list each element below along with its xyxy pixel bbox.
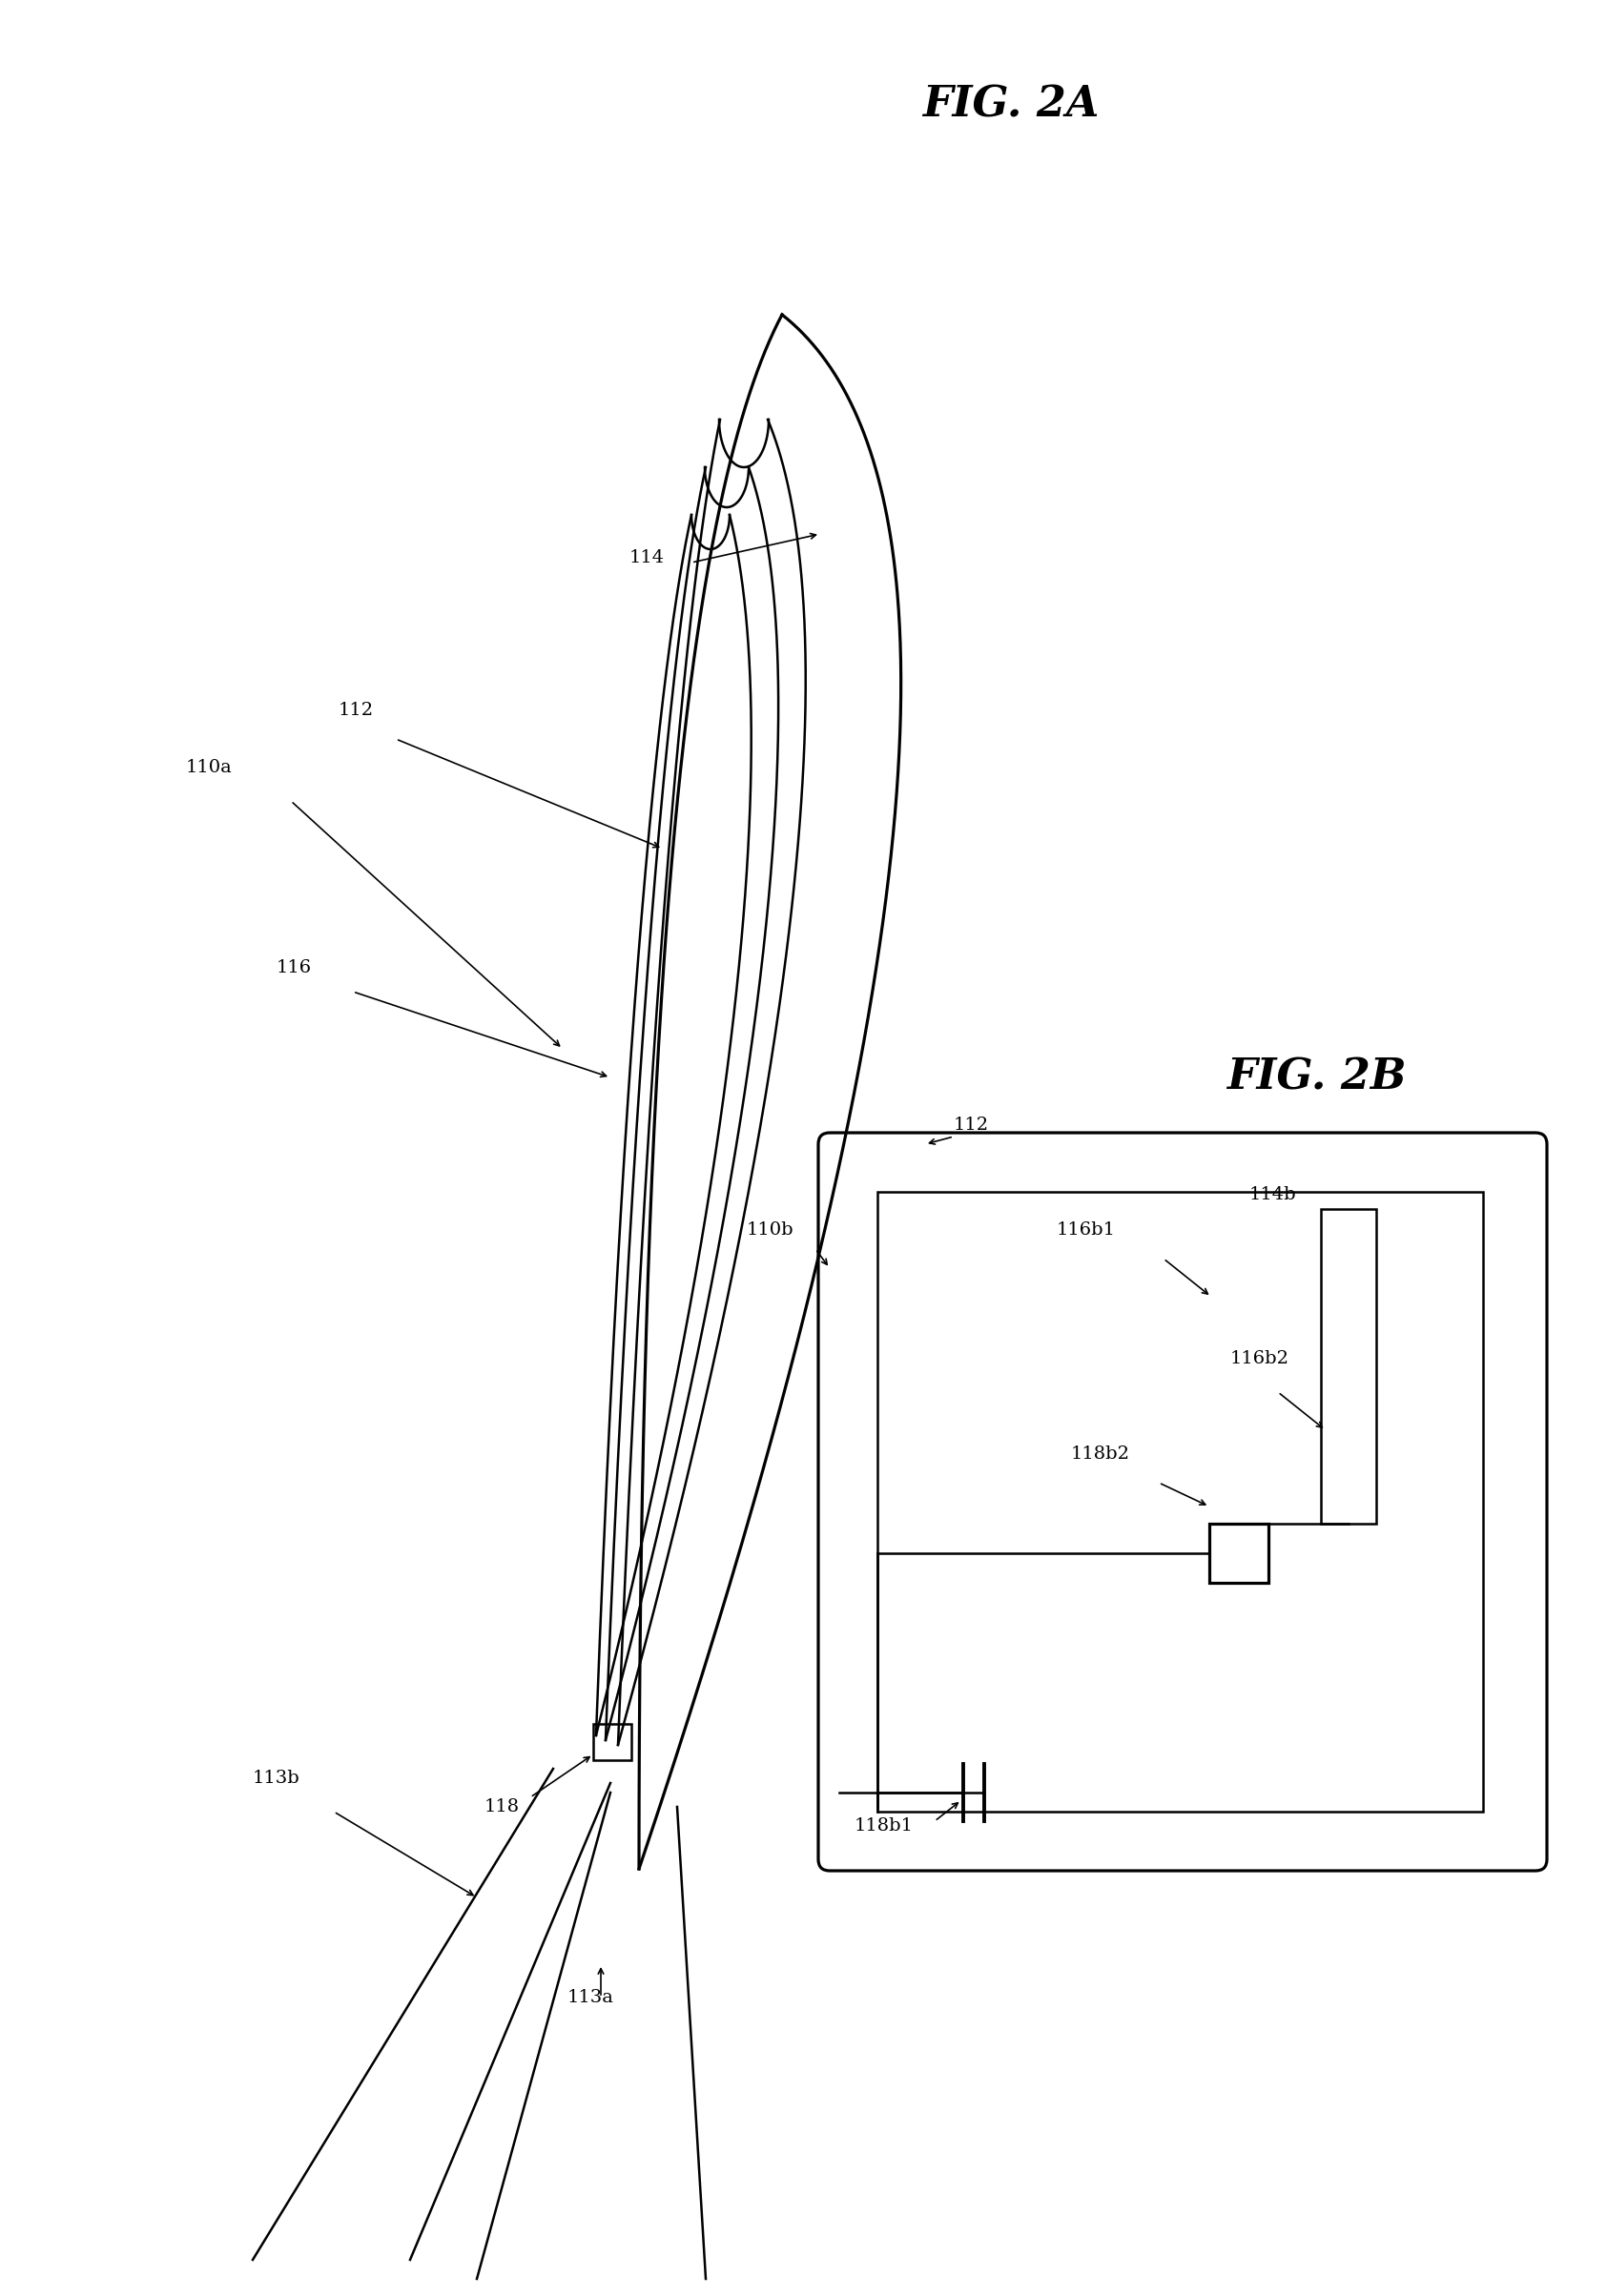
Text: FIG. 2A: FIG. 2A — [922, 85, 1099, 126]
Text: 112: 112 — [953, 1116, 990, 1134]
Text: 118b2: 118b2 — [1070, 1446, 1130, 1463]
Text: 114: 114 — [630, 549, 665, 567]
Text: 110b: 110b — [746, 1221, 794, 1238]
Text: 116: 116 — [276, 960, 312, 976]
Text: 110a: 110a — [186, 760, 233, 776]
Text: 113b: 113b — [252, 1770, 301, 1786]
Text: 116b2: 116b2 — [1231, 1350, 1289, 1368]
Bar — [1321, 1210, 1376, 1525]
Bar — [877, 1192, 1483, 1812]
Bar — [1210, 1525, 1268, 1582]
Bar — [593, 1724, 632, 1761]
Text: FIG. 2B: FIG. 2B — [1226, 1056, 1406, 1097]
Text: 116b1: 116b1 — [1057, 1221, 1115, 1238]
Text: 118b1: 118b1 — [855, 1818, 914, 1835]
Text: 112: 112 — [339, 703, 374, 719]
Text: 114b: 114b — [1249, 1187, 1297, 1203]
Text: 113a: 113a — [567, 1988, 614, 2007]
Text: 118: 118 — [484, 1798, 519, 1816]
